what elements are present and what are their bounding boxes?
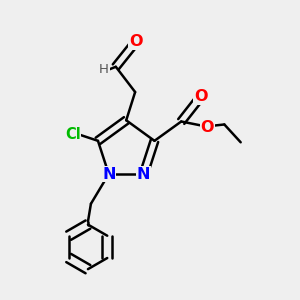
Text: H: H [99, 63, 109, 76]
Text: N: N [137, 167, 150, 182]
Text: N: N [102, 167, 116, 182]
Text: O: O [129, 34, 143, 49]
Text: O: O [194, 89, 207, 104]
Text: O: O [201, 120, 214, 135]
Text: Cl: Cl [65, 128, 81, 142]
